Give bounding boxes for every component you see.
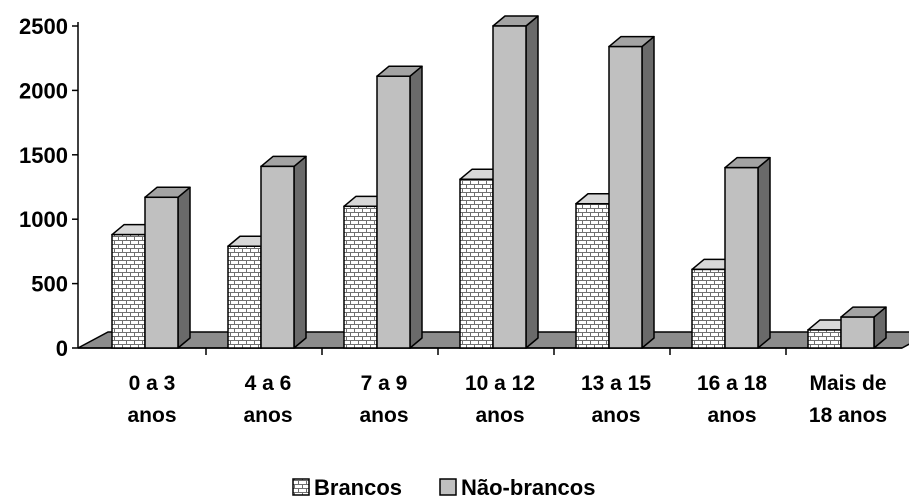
bar-nao-brancos xyxy=(376,65,423,349)
y-tick-label: 1500 xyxy=(19,143,68,168)
x-axis-labels: 0 a 3 anos 4 a 6 anos 7 a 9 anos 10 a 12 anos 13… xyxy=(127,348,887,427)
legend-swatch-brancos xyxy=(292,478,310,496)
x-tick-label: 4 a 6 anos xyxy=(243,372,292,427)
y-tick-label: 0 xyxy=(56,336,68,361)
y-tick-label: 1000 xyxy=(19,207,68,232)
bar-nao-brancos xyxy=(608,35,655,349)
y-tick-label: 2000 xyxy=(19,78,68,103)
y-tick-label: 500 xyxy=(31,272,68,297)
legend-label-nao-brancos: Não-brancos xyxy=(461,475,595,500)
bar-nao-brancos xyxy=(724,156,771,349)
x-tick-label: 10 a 12 anos xyxy=(465,372,535,427)
x-tick-label: 0 a 3 anos xyxy=(127,372,176,427)
x-tick-label: 7 a 9 anos xyxy=(359,372,408,427)
bar-nao-brancos xyxy=(840,306,887,349)
legend-swatch-nao-brancos xyxy=(439,478,457,496)
y-tick-label: 2500 xyxy=(19,14,68,39)
bar-nao-brancos xyxy=(492,15,539,349)
legend: Brancos Não-brancos xyxy=(292,475,595,500)
bar-nao-brancos xyxy=(144,186,191,349)
bar-nao-brancos xyxy=(260,155,307,349)
y-axis: 0 500 1000 1500 2000 2500 xyxy=(19,14,902,361)
x-tick-label: 16 a 18 anos xyxy=(697,372,767,427)
x-tick-label: 13 a 15 anos xyxy=(581,372,651,427)
legend-label-brancos: Brancos xyxy=(314,475,402,500)
bars xyxy=(111,15,887,349)
x-tick-label: Mais de 18 anos xyxy=(809,372,887,427)
